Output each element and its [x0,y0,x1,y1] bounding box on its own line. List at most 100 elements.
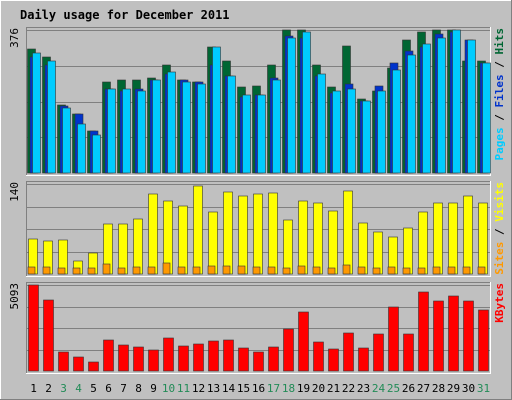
x-tick-day-25: 25 [387,382,400,395]
bar-pages-day-23 [362,100,371,174]
bar-kbytes-day-26 [403,333,414,372]
x-tick-day-6: 6 [105,382,112,395]
x-tick-day-30: 30 [462,382,475,395]
bar-kbytes-day-7 [118,344,129,372]
bar-visits-day-15 [238,195,248,275]
bar-kbytes-day-24 [373,333,384,372]
legend-item-sites: Sites [493,242,506,275]
bar-visits-day-20 [313,202,323,275]
x-tick-day-17: 17 [267,382,280,395]
bar-pages-day-11 [182,81,191,174]
x-tick-day-10: 10 [162,382,175,395]
legend-item-kbytes: KBytes [493,283,506,323]
bar-kbytes-day-15 [238,347,249,372]
bar-pages-day-30 [467,39,476,174]
bar-pages-day-26 [407,54,416,174]
bar-kbytes-day-22 [343,332,354,372]
bar-sites-day-30 [462,266,471,275]
bar-visits-day-27 [418,211,428,275]
bar-visits-day-26 [403,227,413,275]
x-tick-day-28: 28 [432,382,445,395]
bar-pages-day-13 [212,46,221,174]
legend-separator: / [493,55,506,75]
bar-kbytes-day-4 [73,356,84,372]
bar-sites-day-1 [27,266,36,275]
bar-kbytes-day-25 [388,306,399,372]
bar-visits-day-31 [478,202,488,275]
bar-sites-day-21 [327,267,336,275]
bar-visits-day-9 [148,193,158,275]
bar-sites-day-25 [387,266,396,275]
x-tick-day-14: 14 [222,382,236,395]
x-tick-day-8: 8 [135,382,142,395]
bar-pages-day-8 [137,90,146,174]
chart-panels: 376 Pages / Files / Hits 140 Sites / Visits… [8,27,506,374]
bar-pages-day-25 [392,69,401,174]
bar-kbytes-day-9 [148,349,159,372]
bar-pages-day-9 [152,79,161,174]
bar-kbytes-day-18 [283,328,294,372]
bar-sites-day-7 [117,267,126,275]
bar-visits-day-21 [328,210,338,275]
bar-visits-day-23 [358,222,368,275]
bar-sites-day-17 [267,266,276,275]
bar-kbytes-day-1 [28,284,39,372]
bar-visits-day-22 [343,190,353,275]
bar-visits-day-12 [193,185,203,275]
legend-separator: / [493,108,506,128]
bar-kbytes-day-31 [478,309,489,372]
bar-visits-day-13 [208,211,218,275]
bar-sites-day-4 [72,267,81,275]
bar-kbytes-day-21 [328,348,339,372]
x-tick-day-21: 21 [327,382,340,395]
bar-sites-day-16 [252,266,261,275]
x-tick-day-16: 16 [252,382,265,395]
legend-middle: Sites / Visits [493,182,506,275]
bar-pages-day-3 [62,107,71,174]
bar-visits-day-30 [463,195,473,275]
bar-pages-day-2 [47,60,56,174]
bar-kbytes-day-11 [178,345,189,372]
x-tick-day-5: 5 [90,382,97,395]
x-tick-day-18: 18 [282,382,295,395]
bar-kbytes-day-5 [88,361,99,372]
x-tick-day-7: 7 [120,382,127,395]
bar-sites-day-31 [477,266,486,275]
bar-pages-day-4 [77,123,86,174]
bar-kbytes-day-3 [58,351,69,372]
bar-pages-day-7 [122,88,131,174]
bar-pages-day-5 [92,134,101,174]
bar-sites-day-19 [297,265,306,275]
bar-visits-day-16 [253,193,263,275]
bar-pages-day-15 [242,94,251,174]
bar-kbytes-day-30 [463,300,474,372]
x-tick-day-3: 3 [60,382,67,395]
legend-item-hits: Hits [493,28,506,55]
bar-kbytes-day-20 [313,341,324,372]
bar-pages-day-16 [257,94,266,174]
bar-pages-day-6 [107,88,116,174]
x-tick-day-27: 27 [417,382,430,395]
bar-pages-day-27 [422,43,431,174]
bar-pages-day-20 [317,73,326,174]
bar-kbytes-day-19 [298,311,309,372]
bar-kbytes-day-12 [193,343,204,372]
y-max-label-middle: 140 [8,182,21,202]
bar-visits-day-28 [433,202,443,275]
bar-sites-day-11 [177,266,186,275]
bar-sites-day-13 [207,265,216,275]
bar-sites-day-5 [87,267,96,275]
x-tick-day-22: 22 [342,382,355,395]
legend-item-visits: Visits [493,182,506,222]
bar-pages-day-18 [287,37,296,174]
bar-kbytes-day-29 [448,295,459,372]
x-tick-day-20: 20 [312,382,325,395]
bar-visits-day-7 [118,223,128,275]
bar-sites-day-6 [102,263,111,275]
bar-sites-day-12 [192,266,201,275]
bar-kbytes-day-2 [43,299,54,372]
bar-visits-day-18 [283,219,293,275]
x-tick-day-26: 26 [402,382,415,395]
bar-sites-day-10 [162,262,171,275]
